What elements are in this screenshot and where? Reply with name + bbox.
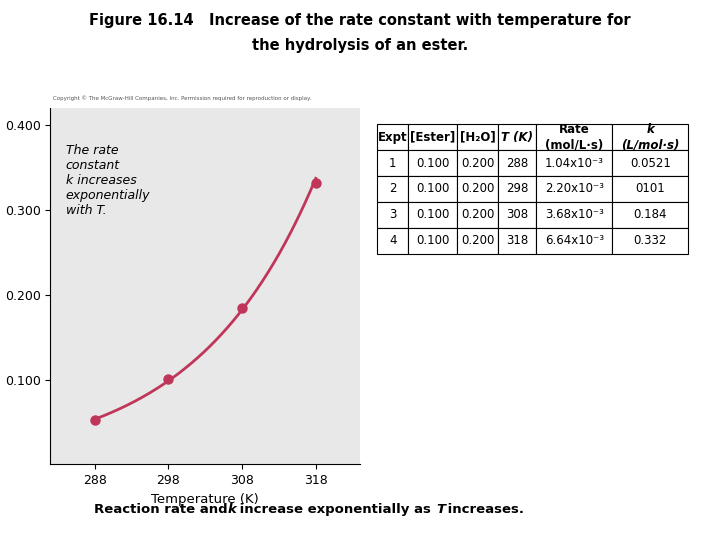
Text: Figure 16.14   Increase of the rate constant with temperature for: Figure 16.14 Increase of the rate consta… — [89, 14, 631, 29]
Text: k: k — [228, 503, 237, 516]
X-axis label: Temperature (K): Temperature (K) — [151, 492, 259, 505]
Text: the hydrolysis of an ester.: the hydrolysis of an ester. — [252, 38, 468, 53]
Text: increases.: increases. — [443, 503, 524, 516]
Text: T: T — [436, 503, 445, 516]
Text: increase exponentially as: increase exponentially as — [235, 503, 436, 516]
Text: Copyright © The McGraw-Hill Companies, Inc. Permission required for reproduction: Copyright © The McGraw-Hill Companies, I… — [53, 95, 312, 101]
Text: Reaction rate and: Reaction rate and — [94, 503, 232, 516]
Text: The rate
constant
k increases
exponentially
with T.: The rate constant k increases exponentia… — [66, 144, 150, 217]
